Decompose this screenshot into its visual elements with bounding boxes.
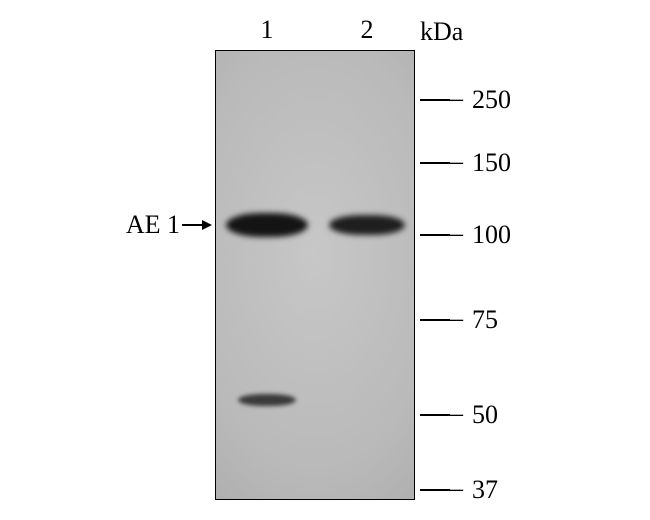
- unit-label: kDa: [420, 17, 463, 47]
- marker-label: 250: [472, 85, 511, 115]
- marker-label: 75: [472, 305, 498, 335]
- marker-label: 50: [472, 400, 498, 430]
- protein-label: AE 1: [0, 210, 180, 240]
- marker-tick: [420, 162, 450, 164]
- protein-band: [226, 213, 308, 237]
- marker-dash: –: [450, 84, 463, 114]
- blot-figure: { "figure": { "width": 650, "height": 52…: [0, 0, 650, 520]
- lane-label-2: 2: [361, 15, 374, 45]
- protein-band: [238, 394, 296, 406]
- marker-label: 37: [472, 475, 498, 505]
- marker-tick: [420, 489, 450, 491]
- marker-tick: [420, 414, 450, 416]
- marker-tick: [420, 234, 450, 236]
- marker-dash: –: [450, 474, 463, 504]
- lane-label-1: 1: [261, 15, 274, 45]
- protein-arrow: [182, 220, 212, 230]
- blot-membrane: [215, 50, 415, 500]
- marker-dash: –: [450, 304, 463, 334]
- marker-label: 150: [472, 148, 511, 178]
- marker-tick: [420, 99, 450, 101]
- marker-dash: –: [450, 147, 463, 177]
- marker-dash: –: [450, 219, 463, 249]
- marker-tick: [420, 319, 450, 321]
- protein-band: [329, 215, 405, 235]
- marker-label: 100: [472, 220, 511, 250]
- marker-dash: –: [450, 399, 463, 429]
